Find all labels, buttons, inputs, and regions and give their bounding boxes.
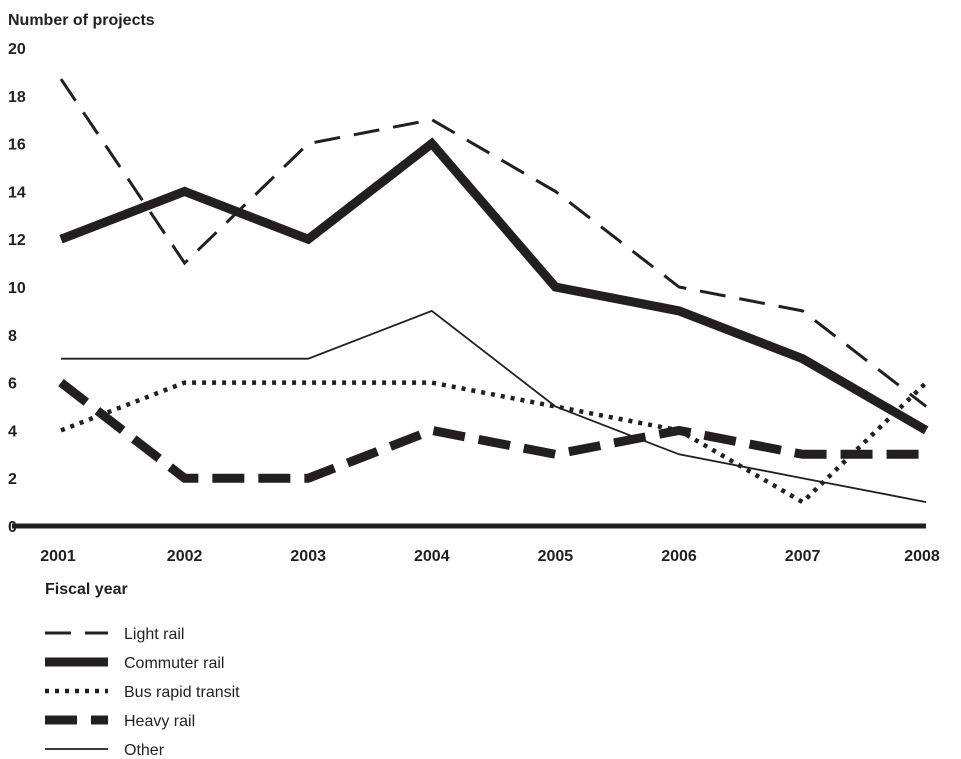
x-tick-label: 2008 (904, 548, 940, 565)
legend-label-light-rail: Light rail (124, 626, 184, 643)
y-tick-label: 12 (8, 232, 26, 249)
legend: Light rail Commuter rail Bus rapid transit… (45, 626, 240, 759)
legend-label-bus-rapid-transit: Bus rapid transit (124, 684, 240, 701)
x-tick-label: 2001 (40, 548, 76, 565)
legend-label-other: Other (124, 742, 165, 759)
series-line-heavy-rail (58, 379, 927, 483)
x-tick-label: 2002 (167, 548, 203, 565)
y-tick-label: 16 (8, 137, 26, 154)
legend-label-heavy-rail: Heavy rail (124, 713, 195, 730)
series-line-commuter-rail (59, 137, 929, 435)
x-tick-label: 2003 (290, 548, 326, 565)
y-tick-label: 8 (8, 328, 17, 345)
x-tick-labels: 2001 2002 2003 2004 2005 2006 2007 2008 (40, 548, 940, 565)
series-line-light-rail (59, 78, 928, 408)
series-line-other (61, 309, 927, 503)
y-tick-label: 6 (8, 376, 17, 393)
x-tick-label: 2005 (538, 548, 574, 565)
x-axis-title: Fiscal year (45, 581, 128, 598)
y-tick-label: 14 (8, 184, 26, 201)
y-tick-label: 18 (8, 89, 26, 106)
y-tick-label: 2 (8, 471, 17, 488)
y-tick-label: 4 (8, 423, 17, 440)
x-tick-label: 2006 (661, 548, 697, 565)
y-tick-label: 20 (8, 41, 26, 58)
y-tick-labels: 02468101214161820 (8, 41, 26, 536)
x-tick-label: 2004 (414, 548, 450, 565)
y-axis-title: Number of projects (8, 12, 155, 29)
legend-label-commuter-rail: Commuter rail (124, 655, 224, 672)
series-lines (58, 78, 929, 505)
x-tick-label: 2007 (785, 548, 821, 565)
y-tick-label: 10 (8, 280, 26, 297)
series-line-bus-rapid-transit (60, 380, 928, 505)
